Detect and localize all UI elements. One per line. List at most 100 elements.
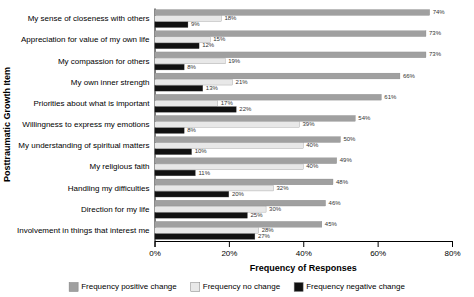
legend-label: Frequency negative change xyxy=(306,282,405,291)
data-label: 46% xyxy=(329,200,342,206)
bar-series xyxy=(155,16,304,234)
data-label: 25% xyxy=(250,212,263,218)
bar xyxy=(155,31,426,37)
bar xyxy=(155,143,304,149)
data-label: 18% xyxy=(224,15,237,21)
bar xyxy=(155,16,222,22)
data-label: 50% xyxy=(343,136,356,142)
bar xyxy=(155,107,237,113)
plot: 0% 20% 40% 60% 80% My sense of closeness with… xyxy=(17,9,461,258)
bars xyxy=(155,10,430,240)
x-tick: 80% xyxy=(444,241,460,258)
data-label: 22% xyxy=(239,106,252,112)
data-label: 73% xyxy=(429,51,442,57)
y-tick-label: My sense of closeness with others xyxy=(28,14,150,23)
bar xyxy=(155,43,200,49)
y-tick-label: Appreciation for value of my own life xyxy=(21,35,150,44)
y-tick-label: Involvement in things that interest me xyxy=(17,226,150,235)
bar xyxy=(155,191,229,197)
x-tick-mark xyxy=(303,241,304,247)
data-label: 45% xyxy=(325,221,338,227)
x-tick: 20% xyxy=(221,241,237,258)
data-label: 66% xyxy=(403,73,416,79)
legend-item: Frequency negative change xyxy=(294,282,405,291)
data-label: 10% xyxy=(195,148,208,154)
data-label: 48% xyxy=(336,179,349,185)
legend-item: Frequency no change xyxy=(191,282,281,291)
data-label: 28% xyxy=(262,227,275,233)
data-label: 13% xyxy=(206,85,219,91)
data-label: 30% xyxy=(269,206,282,212)
data-label: 74% xyxy=(433,9,446,15)
data-label: 49% xyxy=(340,157,353,163)
data-label: 9% xyxy=(191,21,200,27)
y-tick: My sense of closeness with others xyxy=(28,14,155,23)
bar xyxy=(155,115,356,121)
data-label: 15% xyxy=(213,36,226,42)
bar xyxy=(155,10,430,16)
bar xyxy=(155,122,300,128)
legend-swatch xyxy=(294,283,303,292)
bar xyxy=(155,52,426,58)
x-tick-label: 0% xyxy=(149,249,161,258)
legend-swatch xyxy=(191,283,200,292)
y-tick-label: My religious faith xyxy=(89,162,149,171)
data-labels: 74%73%73%66%61%54%50%49%48%46%45%18%15%1… xyxy=(187,9,445,239)
data-label: 61% xyxy=(384,94,397,100)
y-tick: My understanding of spiritual matters xyxy=(18,141,154,150)
bar xyxy=(155,212,248,218)
x-tick: 60% xyxy=(370,241,386,258)
data-label: 40% xyxy=(306,142,319,148)
bar xyxy=(155,64,185,70)
data-label: 54% xyxy=(358,115,371,121)
y-tick: Willingness to express my emotions xyxy=(22,120,154,129)
bar xyxy=(155,164,304,170)
x-tick-label: 80% xyxy=(444,249,460,258)
y-tick-label: My own inner strength xyxy=(71,78,150,87)
bar xyxy=(155,79,233,85)
x-tick-mark xyxy=(229,241,230,247)
bar xyxy=(155,22,188,28)
y-tick: Involvement in things that interest me xyxy=(17,226,155,235)
data-label: 21% xyxy=(236,79,249,85)
data-label: 12% xyxy=(202,42,215,48)
y-tick-label: Priorities about what is important xyxy=(33,99,150,108)
data-label: 40% xyxy=(306,163,319,169)
data-label: 8% xyxy=(187,127,196,133)
bar-series xyxy=(155,10,430,228)
bar xyxy=(155,85,203,91)
y-tick: My religious faith xyxy=(89,162,154,171)
data-label: 8% xyxy=(187,64,196,70)
data-label: 11% xyxy=(198,170,210,176)
data-label: 32% xyxy=(277,185,290,191)
bar xyxy=(155,234,255,240)
y-tick-label: Direction for my life xyxy=(81,205,150,214)
bar xyxy=(155,149,192,155)
legend-item: Frequency positive change xyxy=(69,282,177,291)
data-label: 20% xyxy=(232,191,245,197)
bar xyxy=(155,200,326,206)
x-axis-line xyxy=(155,242,452,248)
legend-label: Frequency positive change xyxy=(81,282,177,291)
bar xyxy=(155,228,259,234)
bar-series xyxy=(155,22,255,240)
data-label: 73% xyxy=(429,30,442,36)
bar xyxy=(155,185,274,191)
data-label: 19% xyxy=(228,58,241,64)
y-axis-title: Posttraumatic Growth Item xyxy=(2,67,12,182)
y-tick-label: My compassion for others xyxy=(58,57,150,66)
bar xyxy=(155,179,333,185)
bar xyxy=(155,221,322,227)
x-tick: 40% xyxy=(296,241,312,258)
x-axis: 0% 20% 40% 60% 80% xyxy=(149,241,460,258)
y-tick: My own inner strength xyxy=(71,78,155,87)
bar xyxy=(155,128,185,134)
bar xyxy=(155,206,267,212)
y-tick-label: My understanding of spiritual matters xyxy=(18,141,149,150)
chart-container: 0% 20% 40% 60% 80% My sense of closeness with… xyxy=(0,0,474,297)
legend-swatch xyxy=(69,283,78,292)
y-axis: My sense of closeness with others Appreci… xyxy=(17,9,155,242)
legend: Frequency positive change Frequency no ch… xyxy=(69,282,405,291)
x-tick: 0% xyxy=(149,241,161,258)
bar xyxy=(155,94,382,100)
